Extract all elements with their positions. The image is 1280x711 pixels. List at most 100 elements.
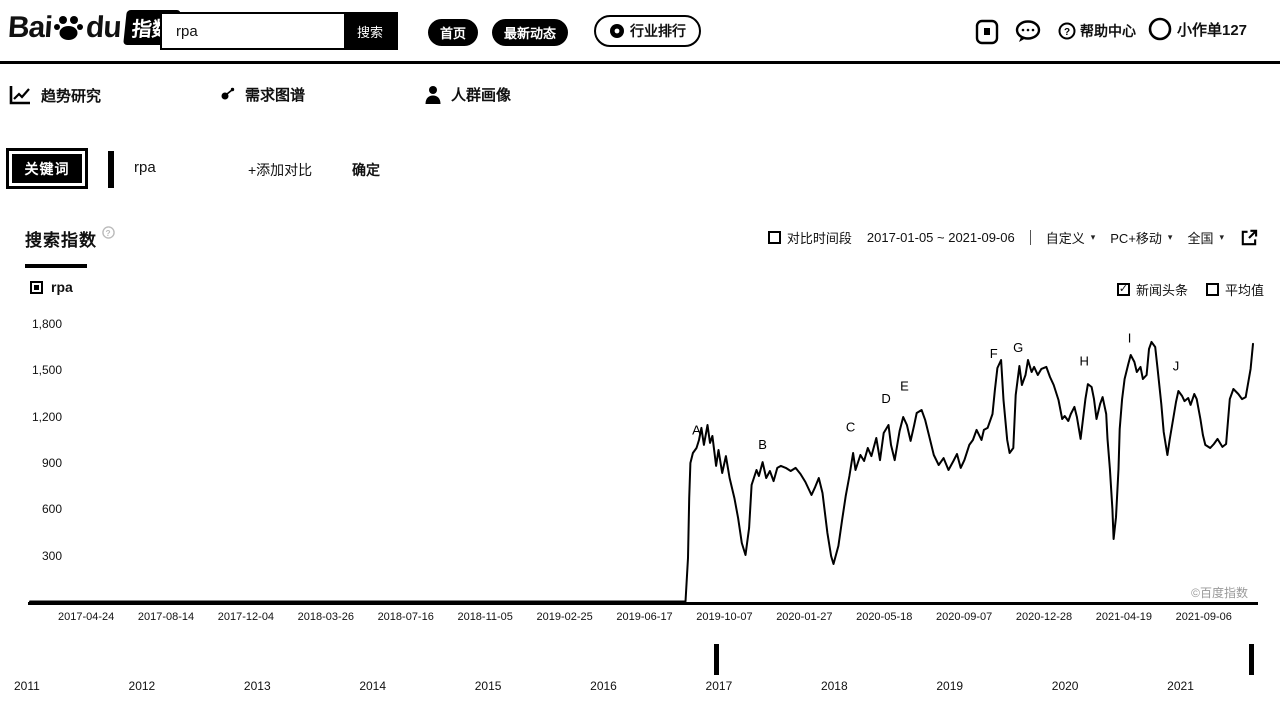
timeline-handle-right[interactable] xyxy=(1249,644,1254,675)
custom-range-dropdown[interactable]: 自定义 ▾ xyxy=(1046,228,1096,247)
tab-trend-research[interactable]: 趋势研究 xyxy=(8,84,101,106)
keyword-divider xyxy=(108,151,114,188)
current-keyword: rpa xyxy=(134,159,156,176)
x-axis-tick-label: 2017-04-24 xyxy=(58,611,115,623)
timeline-year-label: 2016 xyxy=(590,679,617,693)
x-axis-tick-label: 2019-06-17 xyxy=(616,611,673,623)
y-axis-tick-label: 600 xyxy=(41,502,62,517)
device-label: PC+移动 xyxy=(1110,231,1162,246)
x-axis-tick-label: 2020-05-18 xyxy=(856,611,913,623)
timeline-year-label: 2011 xyxy=(14,679,40,693)
qr-code-icon[interactable] xyxy=(974,19,1000,45)
news-marker-F[interactable]: F xyxy=(990,346,998,361)
news-marker-I[interactable]: I xyxy=(1128,331,1132,346)
search-button[interactable]: 搜索 xyxy=(344,14,396,48)
x-axis-tick-label: 2018-03-26 xyxy=(297,611,354,623)
logo-text-du: du xyxy=(84,10,122,44)
x-axis-line xyxy=(28,602,1258,605)
region-dropdown[interactable]: 全国 ▾ xyxy=(1187,228,1224,247)
chevron-down-icon: ▾ xyxy=(1219,232,1224,242)
news-marker-C[interactable]: C xyxy=(846,419,855,434)
x-axis-tick-label: 2020-01-27 xyxy=(776,611,833,623)
x-axis-tick-label: 2017-08-14 xyxy=(137,611,195,623)
logo-text-bai: Bai xyxy=(6,10,53,44)
timeline-year-label: 2012 xyxy=(128,679,156,693)
news-marker-D[interactable]: D xyxy=(881,391,890,406)
nav-item-news[interactable]: 最新动态 xyxy=(492,19,569,46)
timeline-year-label: 2014 xyxy=(359,679,387,693)
controls-divider xyxy=(1029,230,1031,245)
news-headlines-checkbox[interactable]: ✓ 新闻头条 xyxy=(1116,280,1188,299)
custom-range-label: 自定义 xyxy=(1045,231,1085,246)
add-compare-button[interactable]: +添加对比 xyxy=(248,162,313,178)
nav-item-industry-rank[interactable]: 行业排行 xyxy=(594,15,701,47)
avatar xyxy=(1148,17,1172,41)
news-marker-E[interactable]: E xyxy=(900,378,909,393)
search-input[interactable]: rpa xyxy=(176,22,198,40)
keyword-button-label: 关键词 xyxy=(12,154,82,183)
keyword-button[interactable]: 关键词 xyxy=(6,148,88,189)
active-tab-underline xyxy=(25,264,87,268)
help-center-label: 帮助中心 xyxy=(1080,23,1136,39)
timeline-year-label: 2019 xyxy=(936,679,964,693)
timeline-year-label: 2013 xyxy=(243,679,271,693)
y-axis-tick-label: 900 xyxy=(41,456,62,470)
region-label: 全国 xyxy=(1187,231,1214,246)
series-swatch-icon xyxy=(30,280,43,294)
chart-controls: 对比时间段 2017-01-05 ~ 2021-09-06 自定义 ▾ PC+移… xyxy=(767,228,1258,247)
date-range[interactable]: 2017-01-05 ~ 2021-09-06 xyxy=(866,230,1015,245)
watermark: ©百度指数 xyxy=(1191,586,1248,600)
tab-audience-profile[interactable]: 人群画像 xyxy=(424,84,511,105)
news-marker-G[interactable]: G xyxy=(1013,340,1023,355)
user-account[interactable]: 小作单127 xyxy=(1148,17,1247,41)
x-axis-tick-label: 2018-07-16 xyxy=(377,611,434,623)
timeline-year-label: 2020 xyxy=(1051,679,1079,693)
tab-demand-graph[interactable]: 需求图谱 xyxy=(218,84,305,105)
series-legend-label: rpa xyxy=(51,279,73,295)
timeline-year-label: 2017 xyxy=(705,679,733,693)
export-icon[interactable] xyxy=(1239,228,1258,247)
x-axis: 2017-04-24 2017-08-14 2017-12-04 2018-03-26… xyxy=(58,611,1232,623)
info-icon: ? xyxy=(102,226,115,239)
news-marker-A[interactable]: A xyxy=(692,422,701,437)
baidu-index-logo[interactable]: Bai du 指数 xyxy=(6,10,182,45)
question-circle-icon: ? xyxy=(1058,22,1076,40)
top-header: Bai du 指数 rpa 搜索 首页 最新动态 行业排行 xyxy=(0,0,1280,64)
confirm-button[interactable]: 确定 xyxy=(352,162,380,178)
tab-demand-graph-label: 需求图谱 xyxy=(245,87,306,104)
news-marker-B[interactable]: B xyxy=(758,437,767,452)
news-headlines-label: 新闻头条 xyxy=(1135,283,1188,298)
timeline-year-label: 2015 xyxy=(474,679,502,693)
y-axis-tick-label: 1,800 xyxy=(31,317,62,331)
nav-item-industry-rank-label: 行业排行 xyxy=(630,23,686,39)
x-axis-tick-label: 2018-11-05 xyxy=(457,611,513,623)
y-axis-tick-label: 1,500 xyxy=(31,363,62,378)
device-dropdown[interactable]: PC+移动 ▾ xyxy=(1110,228,1172,247)
x-axis-tick-label: 2020-09-07 xyxy=(935,611,993,623)
message-icon[interactable] xyxy=(1014,19,1042,43)
y-axis-tick-label: 1,200 xyxy=(31,409,62,424)
checkbox-icon xyxy=(1205,283,1219,296)
news-marker-H[interactable]: H xyxy=(1080,354,1089,369)
search-index-title: 搜索指数 xyxy=(25,231,97,250)
help-center[interactable]: ? 帮助中心 xyxy=(1058,21,1136,41)
timeline-handle-left[interactable] xyxy=(714,644,719,675)
average-checkbox[interactable]: 平均值 xyxy=(1205,280,1264,299)
nav-item-home[interactable]: 首页 xyxy=(428,19,479,46)
paw-icon xyxy=(53,15,83,40)
checkbox-checked-icon: ✓ xyxy=(1116,283,1130,296)
search-index-tab[interactable]: 搜索指数 ? xyxy=(25,226,115,251)
trend-chart-icon xyxy=(9,86,30,105)
x-axis-tick-label: 2019-10-07 xyxy=(696,611,753,623)
news-marker-J[interactable]: J xyxy=(1173,358,1180,373)
compare-period-checkbox[interactable]: 对比时间段 xyxy=(767,228,852,247)
compare-period-label: 对比时间段 xyxy=(786,231,852,246)
series-line xyxy=(29,340,1254,603)
timeline-years: 2011 2012 2013 2014 2015 2016 2017 2018 2019 2020… xyxy=(14,679,1194,693)
person-icon xyxy=(425,85,441,104)
x-axis-tick-label: 2020-12-28 xyxy=(1015,611,1073,623)
x-axis-tick-label: 2019-02-25 xyxy=(536,611,593,623)
series-legend-item[interactable]: rpa xyxy=(30,279,73,295)
graph-node-icon xyxy=(221,87,235,99)
